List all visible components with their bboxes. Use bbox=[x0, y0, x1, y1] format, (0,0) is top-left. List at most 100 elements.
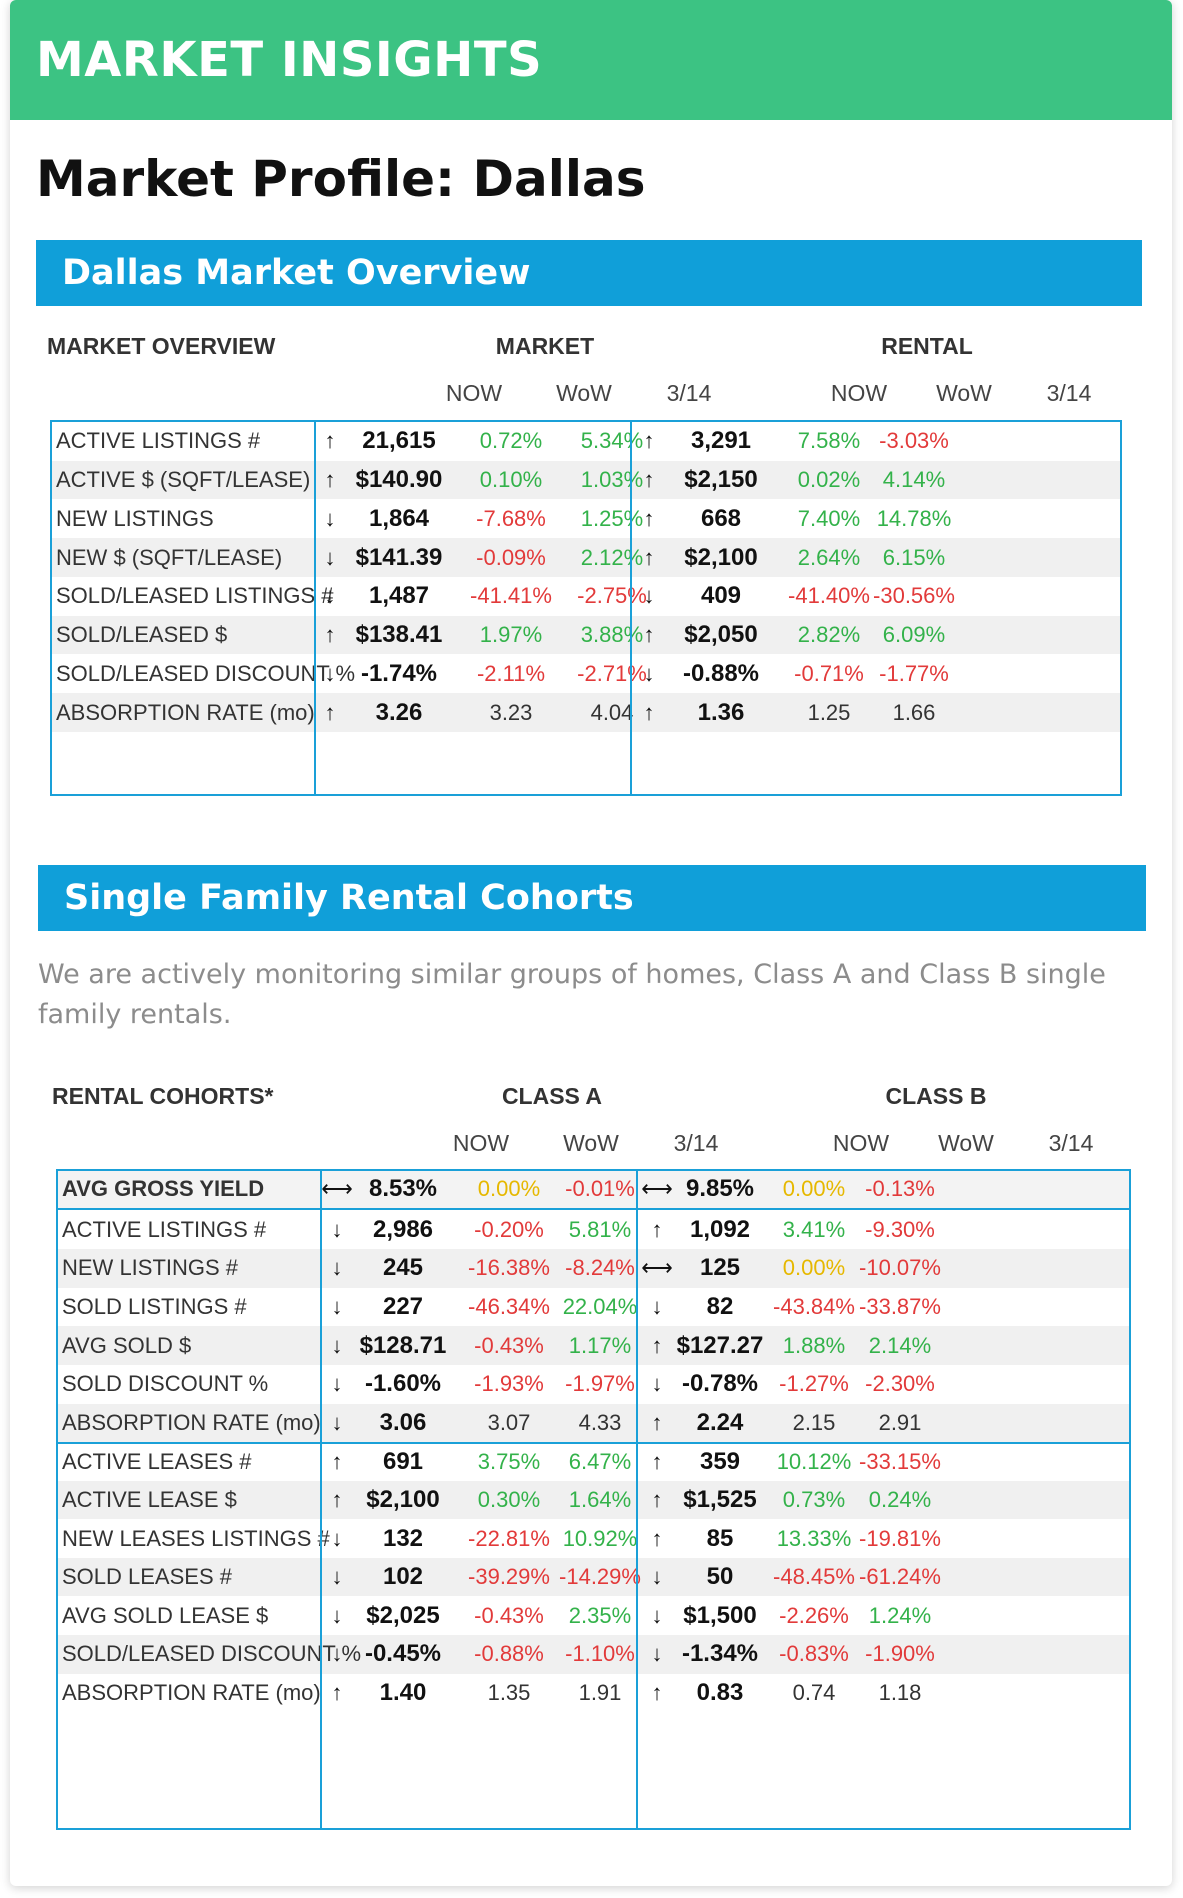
arrow-icon: ↓ bbox=[331, 1525, 343, 1551]
wow-value: -2.11% bbox=[476, 660, 546, 686]
wow-value: -2.26% bbox=[779, 1602, 849, 1628]
date-value: 1.17% bbox=[568, 1332, 632, 1358]
row-label: ABSORPTION RATE (mo) bbox=[56, 699, 315, 725]
date-value: 22.04% bbox=[562, 1293, 638, 1319]
date-value: -1.90% bbox=[865, 1641, 935, 1667]
table-row: AVG GROSS YIELD ⟷ 8.53% 0.00% -0.01% ⟷ 9.85% 0.… bbox=[58, 1171, 1129, 1210]
arrow-icon: ↑ bbox=[651, 1525, 663, 1551]
wow-value: -0.20% bbox=[474, 1216, 544, 1242]
arrow-icon: ⟷ bbox=[641, 1255, 673, 1281]
arrow-icon: ↑ bbox=[324, 699, 336, 725]
now-value: 691 bbox=[382, 1448, 424, 1476]
row-label: AVG SOLD LEASE $ bbox=[62, 1602, 269, 1628]
wow-value: -46.34% bbox=[468, 1293, 550, 1319]
now-value: $1,525 bbox=[683, 1485, 757, 1513]
column-divider bbox=[320, 1171, 322, 1828]
wow-value: 13.33% bbox=[776, 1525, 852, 1551]
cohorts-sub-now-b: NOW bbox=[832, 1130, 890, 1156]
table-row: ACTIVE $ (SQFT/LEASE) ↑ $140.90 0.10% 1.03% ↑… bbox=[52, 460, 1120, 500]
now-value: 227 bbox=[382, 1292, 424, 1320]
arrow-icon: ↑ bbox=[331, 1486, 343, 1512]
overview-sub-now-b: NOW bbox=[830, 380, 888, 406]
cohorts-sub-now-a: NOW bbox=[452, 1130, 510, 1156]
date-value: -10.07% bbox=[859, 1255, 941, 1281]
date-value: 10.92% bbox=[562, 1525, 638, 1551]
table-row: ACTIVE LEASES # ↑ 691 3.75% 6.47% ↑ 359 10.12% -… bbox=[58, 1442, 1129, 1481]
row-label: SOLD/LEASED $ bbox=[56, 622, 228, 647]
date-value: -0.01% bbox=[565, 1176, 635, 1202]
table-row: NEW LEASES LISTINGS # ↓ 132 -22.81% 10.92% ↑ 8… bbox=[58, 1519, 1129, 1558]
wow-value: 0.74 bbox=[792, 1679, 836, 1705]
now-value: $2,050 bbox=[684, 621, 758, 648]
arrow-icon: ↓ bbox=[643, 660, 655, 686]
date-value: -30.56% bbox=[873, 583, 955, 609]
wow-value: 2.82% bbox=[797, 622, 861, 647]
date-value: -9.30% bbox=[865, 1216, 935, 1242]
now-value: 21,615 bbox=[362, 427, 436, 455]
cohorts-sub-date-a: 3/14 bbox=[673, 1130, 719, 1156]
arrow-icon: ↑ bbox=[651, 1449, 663, 1475]
wow-value: 2.15 bbox=[792, 1409, 836, 1435]
table-row: SOLD/LEASED DISCOUNT % ↓ -0.45% -0.88% -1.10… bbox=[58, 1635, 1129, 1674]
arrow-icon: ↑ bbox=[324, 428, 336, 454]
now-value: $1,500 bbox=[683, 1601, 757, 1629]
now-value: $2,100 bbox=[366, 1485, 440, 1513]
wow-value: 10.12% bbox=[776, 1449, 852, 1475]
date-value: 1.18 bbox=[878, 1679, 922, 1705]
wow-value: 1.97% bbox=[479, 622, 543, 647]
date-value: -2.71% bbox=[577, 660, 647, 686]
arrow-icon: ↓ bbox=[651, 1641, 663, 1667]
now-value: 245 bbox=[382, 1254, 424, 1282]
wow-value: 0.73% bbox=[782, 1486, 846, 1512]
column-divider bbox=[630, 422, 632, 794]
date-value: -0.13% bbox=[865, 1176, 935, 1202]
overview-heading: MARKET OVERVIEW bbox=[47, 333, 276, 359]
now-value: 3,291 bbox=[690, 427, 752, 455]
arrow-icon: ↑ bbox=[331, 1449, 343, 1475]
table-row: ACTIVE LISTINGS # ↓ 2,986 -0.20% 5.81% ↑ 1,092… bbox=[58, 1211, 1129, 1250]
date-value: 5.34% bbox=[580, 428, 644, 454]
table-row: ACTIVE LEASE $ ↑ $2,100 0.30% 1.64% ↑ $1,525 0.… bbox=[58, 1480, 1129, 1520]
date-value: -3.03% bbox=[879, 428, 949, 454]
wow-value: -1.93% bbox=[474, 1371, 544, 1397]
arrow-icon: ↓ bbox=[331, 1564, 343, 1590]
arrow-icon: ↓ bbox=[324, 660, 336, 686]
now-value: 125 bbox=[699, 1254, 741, 1282]
arrow-icon: ↓ bbox=[324, 583, 336, 609]
overview-sub-wow-a: WoW bbox=[556, 380, 612, 406]
column-divider bbox=[636, 1171, 638, 1828]
row-label: SOLD/LEASED LISTINGS # bbox=[56, 583, 334, 609]
now-value: -0.78% bbox=[681, 1370, 759, 1398]
now-value: 102 bbox=[382, 1563, 424, 1591]
overview-sub-date-a: 3/14 bbox=[666, 380, 712, 406]
arrow-icon: ↑ bbox=[324, 467, 336, 492]
date-value: 2.35% bbox=[568, 1602, 632, 1628]
market-insights-card: MARKET INSIGHTS Market Profile: Dallas D… bbox=[10, 0, 1172, 1886]
wow-value: -0.09% bbox=[476, 544, 546, 570]
date-value: 1.25% bbox=[580, 505, 644, 531]
arrow-icon: ↓ bbox=[651, 1602, 663, 1628]
date-value: -2.75% bbox=[577, 583, 647, 609]
cohorts-group-class-b: CLASS B bbox=[885, 1083, 987, 1109]
date-value: 6.09% bbox=[882, 622, 946, 647]
now-value: -1.74% bbox=[360, 659, 438, 687]
date-value: 0.24% bbox=[868, 1486, 932, 1512]
table-row: SOLD/LEASED $ ↑ $138.41 1.97% 3.88% ↑ $2,050 2.… bbox=[52, 615, 1120, 655]
wow-value: -43.84% bbox=[773, 1293, 855, 1319]
now-value: 8.53% bbox=[368, 1175, 438, 1203]
cohorts-sub-wow-a: WoW bbox=[563, 1130, 619, 1156]
date-value: 4.14% bbox=[882, 467, 946, 492]
wow-value: 3.41% bbox=[782, 1216, 846, 1242]
date-value: -1.97% bbox=[565, 1371, 635, 1397]
row-label: AVG GROSS YIELD bbox=[62, 1176, 265, 1202]
table-row: AVG SOLD LEASE $ ↓ $2,025 -0.43% 2.35% ↓ $1,50… bbox=[58, 1597, 1129, 1636]
date-value: 1.24% bbox=[868, 1602, 932, 1628]
arrow-icon: ↓ bbox=[643, 583, 655, 609]
arrow-icon: ↑ bbox=[643, 544, 655, 570]
arrow-icon: ↑ bbox=[643, 467, 655, 492]
row-label: NEW LISTINGS bbox=[56, 505, 214, 531]
date-value: 1.91 bbox=[578, 1679, 622, 1705]
date-value: 6.15% bbox=[882, 544, 946, 570]
wow-value: 1.25 bbox=[807, 699, 851, 725]
row-label: ACTIVE LISTINGS # bbox=[56, 428, 261, 454]
